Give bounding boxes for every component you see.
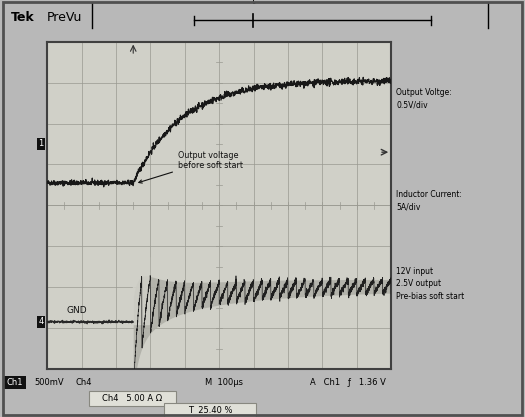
Text: A   Ch1   ƒ   1.36 V: A Ch1 ƒ 1.36 V [310,378,386,387]
FancyBboxPatch shape [4,376,26,389]
Text: Ch1: Ch1 [7,378,23,387]
Text: 12V input
2.5V output
Pre-bias soft start: 12V input 2.5V output Pre-bias soft star… [396,267,465,301]
FancyBboxPatch shape [164,403,256,417]
Text: M  100μs: M 100μs [205,378,243,387]
Text: t: t [251,0,255,6]
Text: Tek: Tek [10,11,34,24]
Text: Output Voltge:
0.5V/div: Output Voltge: 0.5V/div [396,88,452,109]
Text: 500mV: 500mV [34,378,64,387]
Text: PreVu: PreVu [47,11,82,24]
Text: 4: 4 [38,317,44,327]
Text: Output voltage
before soft start: Output voltage before soft start [139,151,243,183]
Text: Ch4   5.00 A Ω: Ch4 5.00 A Ω [102,394,162,403]
Text: GND: GND [66,306,87,315]
Text: Ch4: Ch4 [75,378,91,387]
Text: 1: 1 [38,140,44,148]
Text: T  25.40 %: T 25.40 % [188,405,232,414]
FancyBboxPatch shape [89,391,176,406]
Text: Inductor Current:
5A/div: Inductor Current: 5A/div [396,190,462,211]
